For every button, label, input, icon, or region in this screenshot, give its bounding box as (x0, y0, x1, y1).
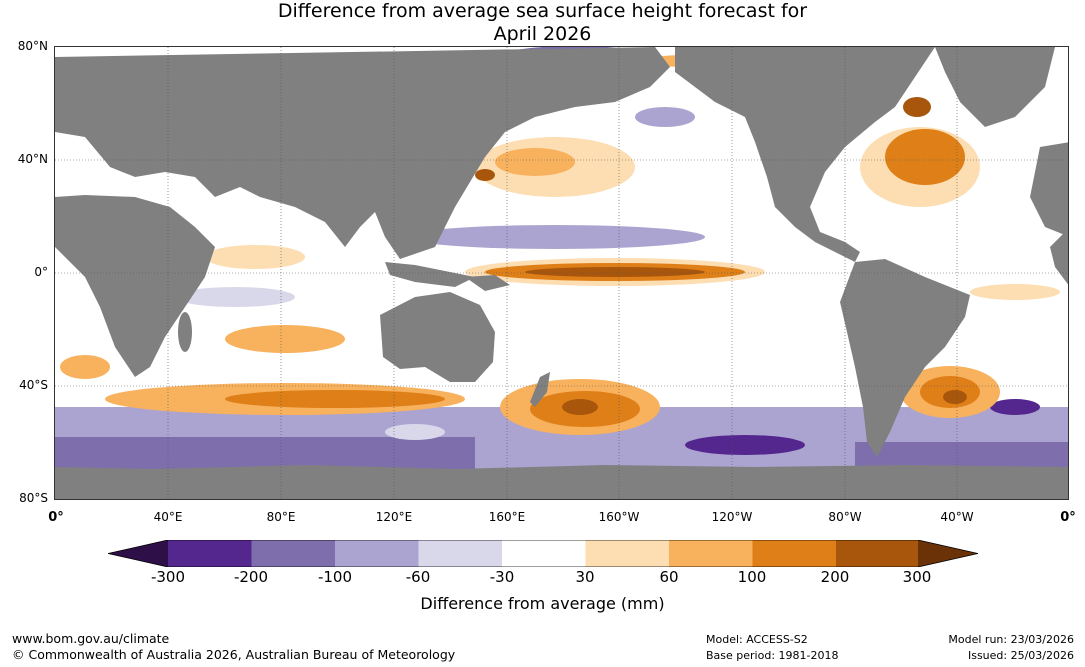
gulf-of-alaska-low (635, 107, 695, 127)
africa (55, 195, 215, 377)
cbar-tick-neg30: -30 (489, 568, 515, 586)
title-line-1: Difference from average sea surface heig… (277, 0, 808, 22)
labrador-peak (903, 97, 931, 117)
sea-surface-height-map (54, 46, 1069, 500)
lon-label-120e: 120°E (375, 510, 413, 524)
colorbar-segment-5 (502, 540, 586, 567)
colorbar-segment-8 (752, 540, 836, 567)
lon-label-80e: 80°E (266, 510, 296, 524)
japan (453, 152, 473, 187)
footer-copyright: © Commonwealth of Australia 2026, Austra… (12, 647, 456, 662)
lat-label-40n: 40°N (17, 152, 48, 166)
new-zealand (530, 372, 550, 407)
lon-label-160e: 160°E (488, 510, 526, 524)
colorbar (108, 540, 978, 567)
colorbar-max-arrow (918, 540, 978, 567)
australia (380, 292, 495, 382)
colorbar-segment-3 (335, 540, 419, 567)
footer-issued: Issued: 25/03/2026 (967, 649, 1074, 662)
footer-model: Model: ACCESS-S2 (706, 633, 808, 646)
greenland (935, 47, 1055, 127)
kuroshio-peak (475, 169, 495, 181)
colorbar-min-arrow (108, 540, 168, 567)
europe-west (1030, 142, 1068, 237)
land-masses (55, 47, 1068, 499)
new-guinea (465, 275, 510, 291)
graticule (55, 47, 1068, 499)
title-line-2: April 2026 (493, 23, 592, 45)
lon-label-0-left: 0° (48, 510, 64, 525)
colorbar-segment-7 (669, 540, 753, 567)
north-atlantic-core (885, 129, 965, 185)
cbar-tick-60: 60 (659, 568, 679, 586)
madagascar (178, 312, 192, 352)
southern-indian-core (225, 390, 445, 408)
footer-model-run: Model run: 23/03/2026 (948, 633, 1074, 646)
lon-label-120w: 120°W (711, 510, 753, 524)
south-pacific-peak (562, 399, 598, 415)
indian-ocean-mid-patch (225, 325, 345, 353)
south-atlantic-peak (943, 390, 967, 404)
lat-label-equator: 0° (34, 265, 48, 279)
cbar-tick-neg60: -60 (405, 568, 431, 586)
antarctica (55, 465, 1068, 499)
footer-base-period: Base period: 1981-2018 (706, 649, 839, 662)
colorbar-segment-6 (585, 540, 669, 567)
colorbar-title: Difference from average (mm) (420, 594, 665, 613)
lon-label-0-right: 0° (1060, 510, 1076, 525)
lon-label-160w: 160°W (598, 510, 640, 524)
north-pacific-patch (495, 148, 575, 176)
eurasia (55, 47, 670, 259)
colorbar-segment-9 (836, 540, 918, 567)
cbar-tick-200: 200 (820, 568, 850, 586)
cbar-tick-neg100: -100 (317, 568, 353, 586)
north-pacific-low-band (405, 225, 705, 249)
lat-label-80s: 80°S (19, 491, 48, 505)
south-atlantic-low (990, 399, 1040, 415)
south-atlantic-light-patch (970, 284, 1060, 300)
south-america (840, 259, 970, 457)
africa-west-edge (1050, 229, 1068, 285)
colorbar-segment-1 (168, 540, 252, 567)
map-svg (55, 47, 1068, 499)
cbar-tick-100: 100 (737, 568, 767, 586)
indian-ocean-low-band (175, 287, 295, 307)
lon-label-40e: 40°E (153, 510, 183, 524)
arabian-sea-patch (205, 245, 305, 269)
footer-website[interactable]: www.bom.gov.au/climate (12, 631, 170, 646)
cbar-tick-neg300: -300 (150, 568, 186, 586)
equatorial-pacific-peak (525, 267, 705, 277)
cbar-tick-30: 30 (575, 568, 595, 586)
cape-patch (60, 355, 110, 379)
lon-label-80w: 80°W (828, 510, 862, 524)
north-america (675, 47, 935, 262)
map-title: Difference from average sea surface heig… (0, 0, 1085, 46)
colorbar-segment-2 (251, 540, 335, 567)
lat-label-40s: 40°S (19, 378, 48, 392)
lat-label-80n: 80°N (17, 39, 48, 53)
lon-label-40w: 40°W (940, 510, 974, 524)
southern-pacific-strong-low (685, 435, 805, 455)
cbar-tick-neg200: -200 (233, 568, 269, 586)
cbar-tick-300: 300 (902, 568, 932, 586)
indian-ocean-light-patch (385, 424, 445, 440)
indonesia (385, 262, 475, 287)
colorbar-segment-4 (418, 540, 502, 567)
